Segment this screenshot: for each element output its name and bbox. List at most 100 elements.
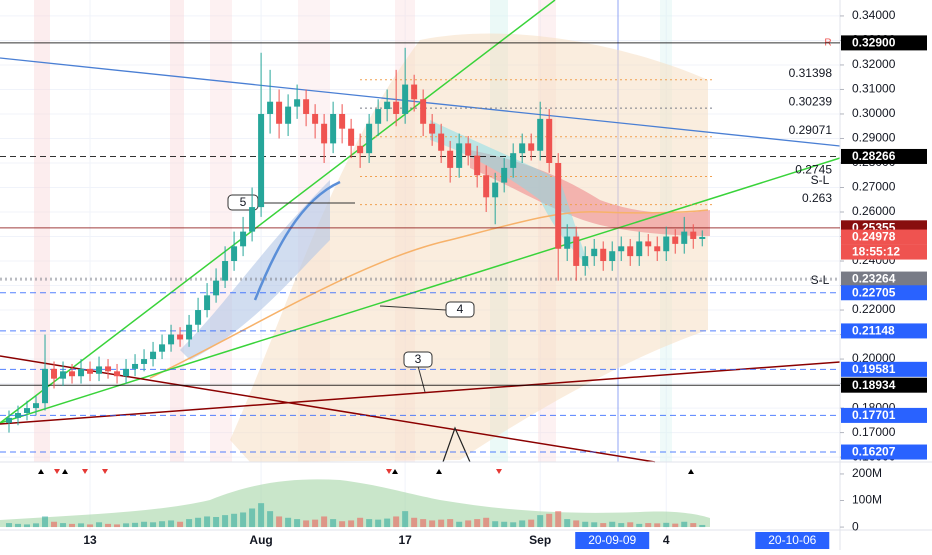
volume-bar	[105, 523, 112, 528]
y-tick-label: 0.26000	[852, 204, 896, 218]
volume-bar	[321, 516, 328, 528]
candle-body	[213, 280, 220, 296]
volume-bar	[249, 508, 256, 528]
y-tick-label: 0.17000	[852, 425, 896, 439]
volume-bar	[510, 522, 517, 528]
price-label-box	[841, 285, 927, 301]
ema-fast	[253, 180, 341, 301]
candle-body	[132, 363, 139, 369]
candle-body	[609, 251, 616, 262]
candle-body	[456, 143, 463, 168]
candle-body	[42, 368, 49, 404]
fib-label: 0.30239	[789, 94, 833, 108]
volume-bar	[195, 517, 202, 528]
y-tick-label: 0.32000	[852, 57, 896, 71]
y-tick-label: 0.22000	[852, 302, 896, 316]
candle-body	[528, 143, 535, 151]
candle-body	[510, 153, 517, 168]
candle-body	[78, 368, 85, 377]
volume-bar	[411, 517, 418, 528]
candle-body	[681, 231, 688, 244]
candle-body	[618, 246, 625, 252]
cursor-label-box	[755, 532, 830, 549]
volume-bar	[393, 516, 400, 528]
candle-body	[186, 324, 193, 340]
candle-body	[267, 101, 274, 114]
volume-bar	[267, 511, 274, 528]
candle-body	[663, 236, 670, 252]
volume-bar	[663, 522, 670, 528]
volume-bar	[618, 523, 625, 528]
candle-body	[276, 101, 283, 124]
candle-body	[285, 106, 292, 124]
x-tick-label: Sep	[529, 533, 551, 547]
volume-bar	[402, 511, 409, 528]
candle-body	[60, 371, 67, 379]
price-label: 0.18934	[852, 378, 896, 392]
y-tick-label: 0.31000	[852, 82, 896, 96]
volume-bar	[141, 521, 148, 528]
price-label: 0.19581	[852, 362, 896, 376]
volume-bar	[573, 520, 580, 528]
sl-label: S-L	[811, 173, 830, 187]
volume-bar	[528, 519, 535, 528]
candle-body	[546, 118, 553, 163]
candle-body	[339, 113, 346, 129]
fib-label: 0.2745	[795, 163, 832, 177]
candle-body	[627, 246, 634, 257]
volume-bar	[150, 522, 157, 528]
candle-body	[195, 310, 202, 325]
price-label: 0.17701	[852, 408, 896, 422]
volume-cloud	[0, 479, 710, 527]
volume-bar	[591, 522, 598, 528]
candle-body	[690, 231, 697, 239]
volume-bar	[231, 513, 238, 528]
volume-bar	[357, 517, 364, 528]
candle-body	[348, 128, 355, 146]
volume-bar	[537, 515, 544, 528]
candle-body	[159, 344, 166, 352]
countdown-box	[841, 244, 927, 260]
volume-bar	[519, 520, 526, 528]
volume-bar	[168, 520, 175, 528]
volume-bar	[177, 521, 184, 528]
volume-bar	[285, 517, 292, 528]
y-tick-label: 0.30000	[852, 106, 896, 120]
candle-body	[150, 351, 157, 360]
volume-bar	[51, 521, 58, 528]
volume-bar	[447, 519, 454, 528]
candle-body	[429, 123, 436, 134]
candle-body	[105, 366, 112, 372]
price-label: 0.32900	[852, 36, 896, 50]
candle-body	[33, 403, 40, 409]
trend-lines	[0, 0, 841, 463]
candle-body	[375, 109, 382, 124]
volume-bar	[303, 520, 310, 528]
candle-body	[420, 99, 427, 124]
x-tick-label: 17	[398, 533, 412, 547]
volume-bar	[681, 521, 688, 528]
volume-bar	[204, 516, 211, 528]
candle-body	[384, 101, 391, 110]
candle-body	[15, 412, 22, 418]
volume-bar	[546, 513, 553, 528]
volume-bar	[429, 520, 436, 528]
volume-bar	[609, 521, 616, 528]
candle-body	[636, 241, 643, 257]
volume-bar	[582, 521, 589, 528]
candle-body	[465, 143, 472, 156]
candle-body	[6, 417, 13, 423]
price-label: 0.16207	[852, 445, 896, 459]
candle-body	[537, 118, 544, 151]
candle-body	[258, 113, 265, 208]
candle-body	[114, 371, 121, 377]
x-tick-label: 4	[663, 533, 670, 547]
candle-body	[654, 246, 661, 252]
candle-body	[222, 261, 229, 281]
candle-body	[303, 99, 310, 114]
candle-body	[402, 84, 409, 114]
candle-body	[492, 182, 499, 198]
volume-bar	[438, 519, 445, 528]
volume-bar	[213, 516, 220, 528]
